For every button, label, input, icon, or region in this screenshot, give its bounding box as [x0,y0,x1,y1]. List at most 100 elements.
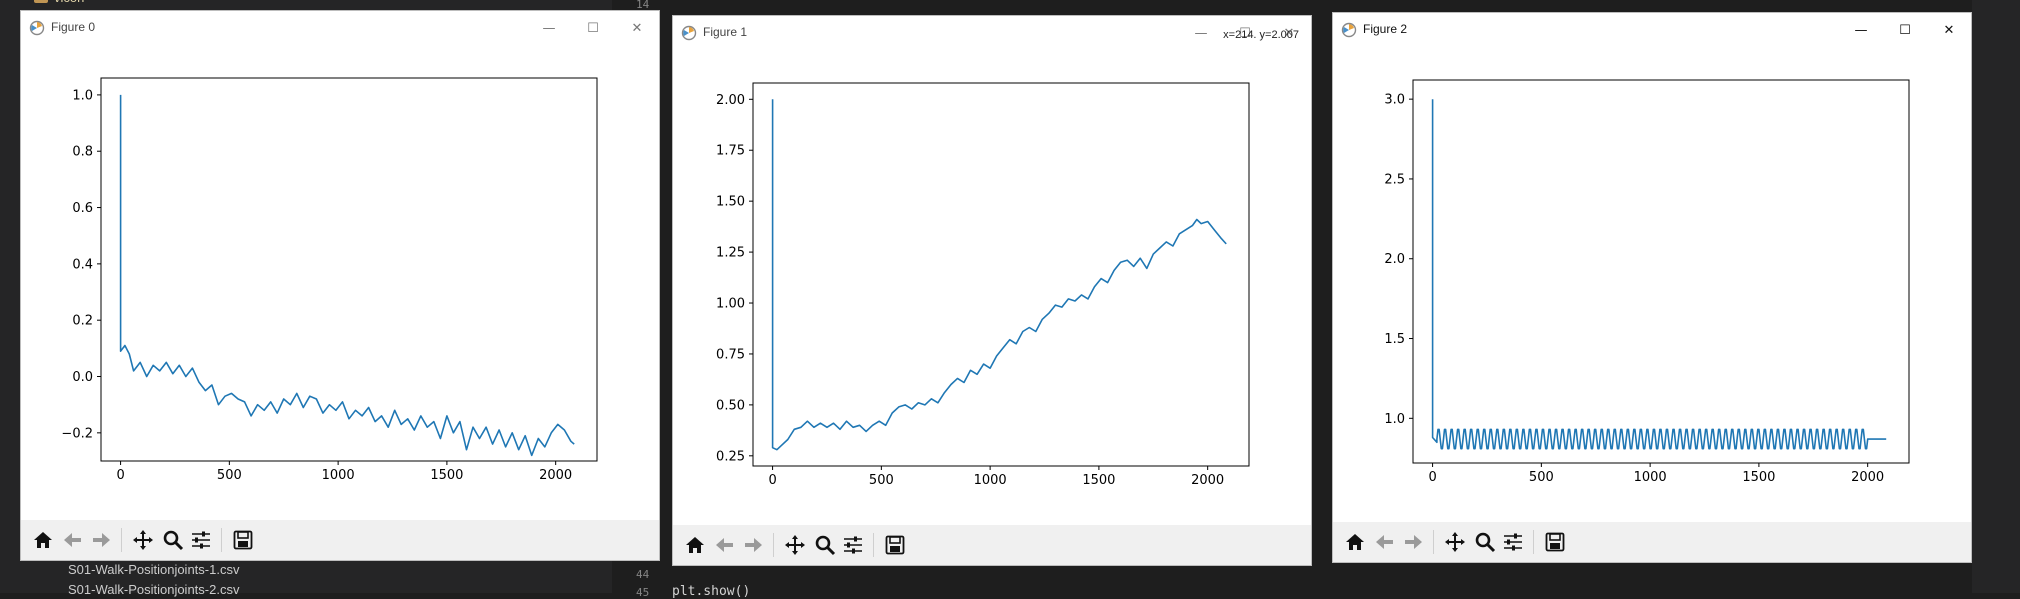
x-tick-label: 0 [768,473,776,488]
maximize-button[interactable]: ☐ [1899,22,1911,38]
zoom-button[interactable] [811,531,839,559]
window-titlebar[interactable]: Figure 1 — ☐ ✕ [673,16,1311,50]
figure-window-2[interactable]: Figure 2 — ☐ ✕ 0 500 1000 1500 2000 1.0 1.5 2.0… [1332,12,1972,563]
y-tick-label: 0.50 [716,398,745,413]
zoom-button[interactable] [1471,528,1499,556]
y-tick-label: 2.5 [1384,172,1405,187]
back-button[interactable] [1371,528,1399,556]
minimize-button[interactable]: — [1854,22,1868,38]
x-tick-label: 1500 [430,468,463,483]
zoom-button[interactable] [159,526,187,554]
x-tick-label: 0 [1428,470,1436,485]
file-item[interactable]: S01-Walk-Positionjoints-2.csv [68,582,240,597]
figure-window-1[interactable]: Figure 1 — ☐ ✕ 0 500 1000 1500 2000 0.25 0.50 0… [672,15,1312,566]
arrow-right-icon [1405,535,1422,549]
pan-button[interactable] [781,531,809,559]
figure-window-0[interactable]: Figure 0 — ☐ ✕ 0 500 1000 1500 2000 −0.2 0.0 0.… [20,10,660,561]
x-tick-label: 2000 [539,468,572,483]
data-series-line [771,99,1227,451]
x-tick-label: 500 [1529,470,1554,485]
home-button[interactable] [29,526,57,554]
toolbar-separator [773,533,774,557]
back-button[interactable] [711,531,739,559]
window-title: Figure 1 [703,25,748,39]
sliders-icon [844,536,862,554]
x-tick-label: 1000 [322,468,355,483]
close-button[interactable]: ✕ [631,20,643,36]
home-icon [686,537,704,553]
plot-canvas[interactable]: 0 500 1000 1500 2000 −0.2 0.0 0.2 0.4 0.6 0.8 1.0 [21,45,659,520]
y-tick-label: 1.75 [716,144,745,159]
close-button[interactable]: ✕ [1943,22,1955,38]
magnifier-icon [163,530,184,551]
navigation-toolbar [21,520,659,560]
toolbar-separator [1433,530,1434,554]
plot-axes-frame [1412,79,1910,464]
y-tick-label: 0.8 [72,145,93,160]
y-tick-label: 0.6 [72,201,93,216]
line-number: 44 [636,568,650,581]
x-tick-label: 1500 [1742,470,1775,485]
y-tick-label: 1.50 [716,195,745,210]
file-item[interactable]: S01-Walk-Positionjoints-1.csv [68,562,240,577]
code-line: plt.show() [672,584,751,599]
x-tick-label: 2000 [1851,470,1884,485]
configure-subplots-button[interactable] [1499,528,1527,556]
y-tick-label: 3.0 [1384,93,1405,108]
y-tick-label: 0.0 [72,370,93,385]
y-tick-label: 1.0 [1384,412,1405,427]
forward-button[interactable] [87,526,115,554]
y-tick-label: 2.00 [716,93,745,108]
save-button[interactable] [1541,528,1569,556]
floppy-disk-icon [233,530,253,550]
home-button[interactable] [1341,528,1369,556]
save-button[interactable] [229,526,257,554]
minimize-button[interactable]: — [542,20,556,36]
configure-subplots-button[interactable] [839,531,867,559]
x-tick-label: 500 [869,473,894,488]
window-titlebar[interactable]: Figure 2 — ☐ ✕ [1333,13,1971,47]
arrow-left-icon [1376,535,1393,549]
save-button[interactable] [881,531,909,559]
folder-label[interactable]: vicon [54,0,84,5]
home-button[interactable] [681,531,709,559]
minimize-button[interactable]: — [1194,25,1208,41]
y-tick-label: 1.5 [1384,332,1405,347]
pan-button[interactable] [1441,528,1469,556]
close-button[interactable]: ✕ [1283,25,1295,41]
home-icon [34,532,52,548]
plot-canvas[interactable]: 0 500 1000 1500 2000 0.25 0.50 0.75 1.00 1.25 1.50… [673,50,1311,525]
arrow-left-icon [64,533,81,547]
matplotlib-icon [29,20,45,36]
y-tick-label: −0.2 [61,426,93,441]
window-title: Figure 0 [51,20,96,34]
x-tick-label: 2000 [1191,473,1224,488]
x-tick-label: 0 [116,468,124,483]
back-button[interactable] [59,526,87,554]
arrow-right-icon [745,538,762,552]
arrow-right-icon [93,533,110,547]
x-tick-label: 1000 [974,473,1007,488]
plot-canvas[interactable]: 0 500 1000 1500 2000 1.0 1.5 2.0 2.5 3.0 [1333,47,1971,522]
x-tick-label: 1000 [1634,470,1667,485]
toolbar-separator [221,528,222,552]
forward-button[interactable] [739,531,767,559]
navigation-toolbar [673,525,1311,565]
minimap [1972,0,2020,593]
y-tick-label: 1.00 [716,297,745,312]
forward-button[interactable] [1399,528,1427,556]
maximize-button[interactable]: ☐ [1239,25,1251,41]
pan-button[interactable] [129,526,157,554]
maximize-button[interactable]: ☐ [587,20,599,36]
folder-icon [34,0,48,3]
y-tick-label: 2.0 [1384,252,1405,267]
y-tick-label: 1.0 [72,88,93,103]
toolbar-separator [121,528,122,552]
configure-subplots-button[interactable] [187,526,215,554]
move-icon [785,535,805,555]
window-titlebar[interactable]: Figure 0 — ☐ ✕ [21,11,659,45]
matplotlib-icon [1341,22,1357,38]
sliders-icon [1504,533,1522,551]
window-title: Figure 2 [1363,22,1408,36]
cursor-coordinates: x=214. y=2.007 [1223,29,1299,41]
